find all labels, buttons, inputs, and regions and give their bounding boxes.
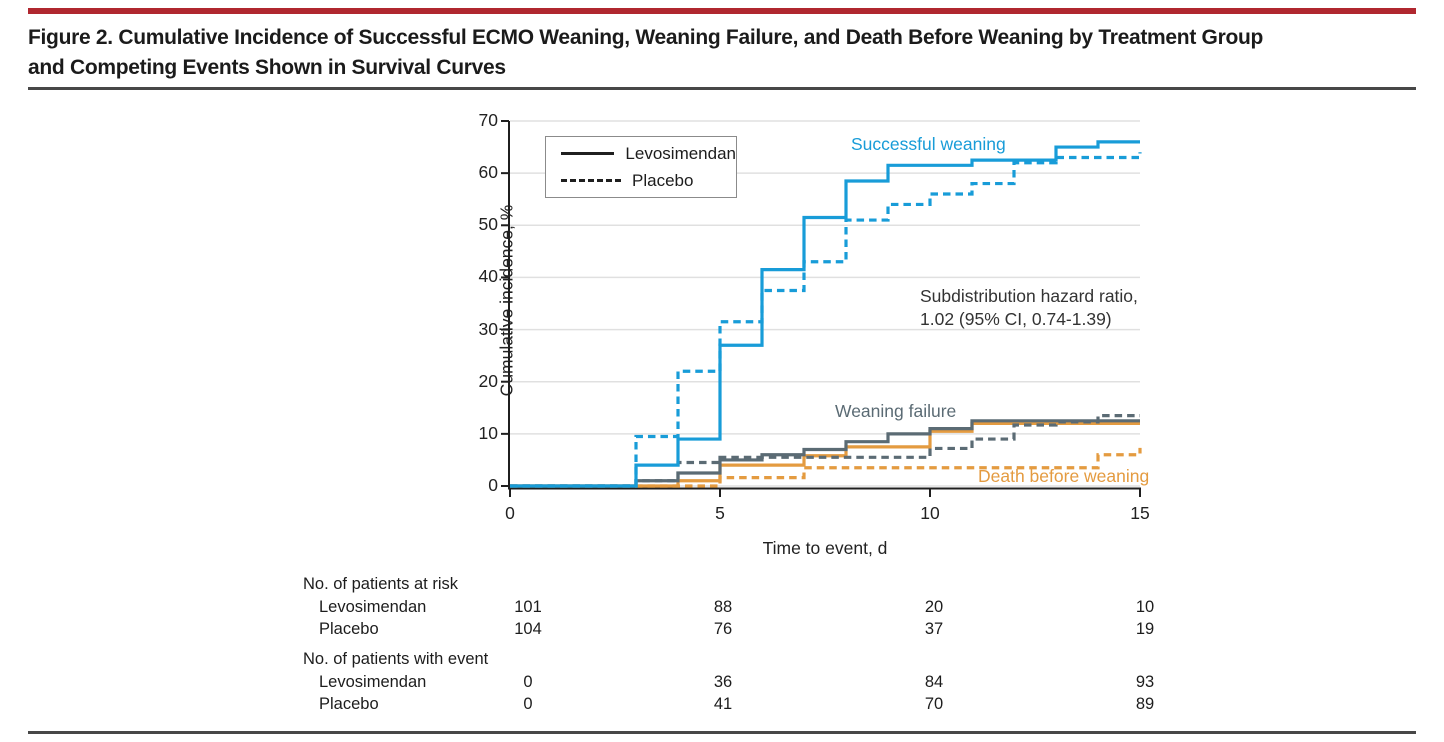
legend-entry-placebo: Placebo [561,171,736,191]
legend-label: Levosimendan [625,143,736,163]
top-accent-bar [28,8,1416,14]
at-risk-row-label: Levosimendan [319,598,427,616]
legend-entry-levosimendan: Levosimendan [561,144,736,164]
title-divider [28,87,1416,90]
at-risk-value: 10 [1135,598,1155,616]
figure-title-line1: Figure 2. Cumulative Incidence of Succes… [28,26,1264,49]
survival-curves [510,140,1142,488]
with-event-header: No. of patients with event [303,650,489,668]
label-successful-weaning: Successful weaning [851,134,1006,154]
with-event-value: 0 [523,695,533,713]
x-tick-0: 0 [505,503,515,523]
with-event-row-label: Levosimendan [319,673,427,691]
annotation-line1: Subdistribution hazard ratio, [920,286,1138,306]
with-event-value: 0 [523,673,533,691]
y-tick-50: 50 [478,214,498,234]
label-weaning-failure: Weaning failure [835,401,957,421]
y-tick-0: 0 [488,475,498,495]
with-event-value: 36 [713,673,733,691]
legend-label: Placebo [632,170,694,190]
at-risk-value: 76 [713,620,733,638]
y-axis-title: Cumulative incidence, % [496,204,517,397]
legend: Levosimendan Placebo [545,136,737,198]
with-event-value: 84 [924,673,944,691]
label-death-before-weaning: Death before weaning [978,466,1150,486]
at-risk-value: 37 [924,620,944,638]
x-tick-10: 10 [920,503,940,523]
x-tick-5: 5 [715,503,725,523]
hazard-ratio-annotation: Subdistribution hazard ratio, 1.02 (95% … [920,285,1138,331]
with-event-row-label: Placebo [319,695,379,713]
with-event-value: 70 [924,695,944,713]
at-risk-value: 20 [924,598,944,616]
at-risk-value: 104 [514,620,542,638]
curve-successful-weaning-placebo [510,152,1142,488]
with-event-value: 89 [1135,695,1155,713]
y-tick-20: 20 [478,371,498,391]
annotation-line2: 1.02 (95% CI, 0.74-1.39) [920,309,1112,329]
x-axis-title: Time to event, d [762,538,888,558]
with-event-value: 93 [1135,673,1155,691]
x-tick-15: 15 [1130,503,1150,523]
y-tick-70: 70 [478,110,498,130]
y-tick-40: 40 [478,266,498,286]
dashed-line-sample [561,179,621,182]
axes [501,120,1141,497]
figure-bottom-divider [28,731,1416,734]
y-tick-60: 60 [478,162,498,182]
curve-death-before-weaning-placebo [510,447,1142,488]
curve-successful-weaning-levosimendan [510,140,1140,488]
figure-title-line2: and Competing Events Shown in Survival C… [28,56,506,79]
at-risk-value: 101 [514,598,542,616]
at-risk-value: 88 [713,598,733,616]
with-event-value: 41 [713,695,733,713]
curve-weaning-failure-levosimendan [510,419,1140,488]
at-risk-row-label: Placebo [319,620,379,638]
at-risk-value: 19 [1135,620,1155,638]
solid-line-sample [561,152,615,155]
at-risk-header: No. of patients at risk [303,575,458,593]
y-tick-10: 10 [478,423,498,443]
y-tick-30: 30 [478,319,498,339]
